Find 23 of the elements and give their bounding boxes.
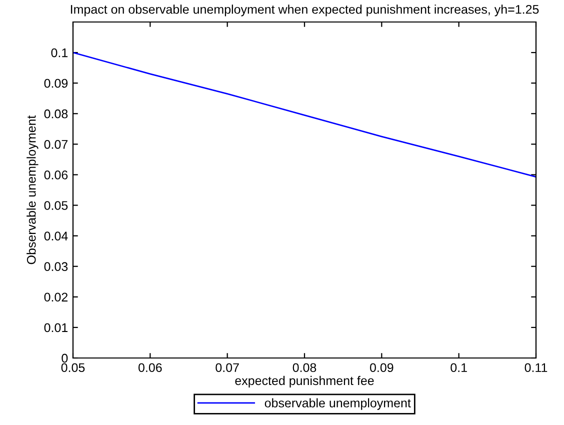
y-tick-label: 0.07 [44, 140, 68, 149]
y-tick-label: 0.04 [44, 232, 68, 240]
x-tick-label: 0.06 [138, 363, 162, 372]
x-tick-label: 0.08 [292, 363, 316, 372]
legend-label: observable unemployment [264, 398, 411, 410]
y-axis-title: Observable unemployment [26, 115, 38, 264]
x-tick-label: 0.05 [61, 363, 85, 372]
y-tick-label: 0.01 [44, 323, 68, 332]
y-tick-label: 0.03 [44, 262, 68, 272]
x-tick-label: 0.09 [370, 363, 394, 372]
y-tick-label: 0.1 [51, 48, 68, 58]
x-tick-label: 0.1 [450, 363, 467, 372]
x-tick-label: 0.11 [524, 363, 548, 372]
y-tick-label: 0.08 [44, 109, 68, 118]
line-series [73, 52, 536, 178]
y-tick-label: 0.02 [44, 292, 68, 302]
y-tick-label: 0 [62, 354, 68, 363]
x-axis-title: expected punishment fee [235, 376, 374, 388]
y-tick-label: 0.05 [44, 201, 68, 210]
y-tick-label: 0.09 [44, 78, 68, 88]
chart-title: Impact on observable unemployment when expected punishment increases, yh=1.25 [70, 4, 539, 16]
x-tick-label: 0.07 [216, 363, 239, 372]
y-tick-label: 0.06 [44, 170, 68, 180]
